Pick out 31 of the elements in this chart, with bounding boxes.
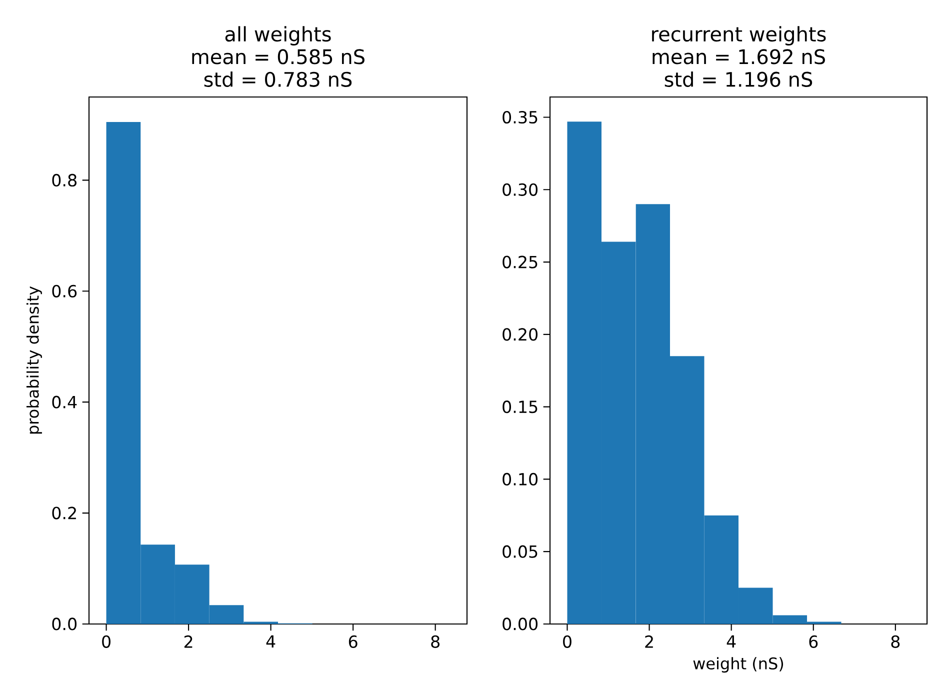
y-tick-label: 0.4	[52, 396, 77, 408]
x-tick-label: 2	[184, 635, 192, 648]
chart-subtitle: mean = 0.585 nS	[192, 49, 364, 64]
y-tick-label: 0.05	[502, 545, 538, 558]
x-tick-label: 4	[726, 635, 736, 648]
y-axis-title: probability density	[26, 286, 42, 434]
y-tick-label: 0.15	[502, 400, 538, 414]
chart-title: recurrent weights	[652, 26, 826, 46]
x-tick-label: 6	[809, 635, 818, 648]
y-tick-label: 0.6	[52, 284, 77, 298]
y-tick-label: 0.0	[52, 618, 77, 630]
y-tick-label: 0.20	[502, 328, 538, 341]
y-tick-label: 0.35	[502, 110, 538, 124]
x-tick-label: 6	[348, 635, 358, 648]
y-tick-label: 0.10	[502, 472, 538, 486]
x-tick-label: 4	[266, 635, 276, 648]
x-tick-label: 2	[645, 635, 653, 648]
x-tick-label: 8	[431, 635, 440, 648]
x-tick-label: 0	[563, 635, 572, 648]
y-tick-label: 0.00	[502, 618, 538, 630]
text: std = 1.196 nS	[664, 71, 812, 87]
y-tick-label: 0.8	[52, 174, 76, 187]
y-tick-label: 0.2	[52, 506, 76, 520]
chart-subtitle: mean = 1.692 nS	[652, 49, 825, 64]
y-tick-label: 0.25	[502, 256, 538, 268]
y-tick-label: 0.30	[502, 183, 538, 196]
x-axis-title: weight (nS)	[693, 657, 784, 673]
x-tick-label: 0	[102, 635, 110, 648]
x-tick-label: 8	[891, 635, 900, 648]
chart-title: all weights	[225, 26, 331, 46]
text: std = 0.783 nS	[204, 71, 352, 87]
